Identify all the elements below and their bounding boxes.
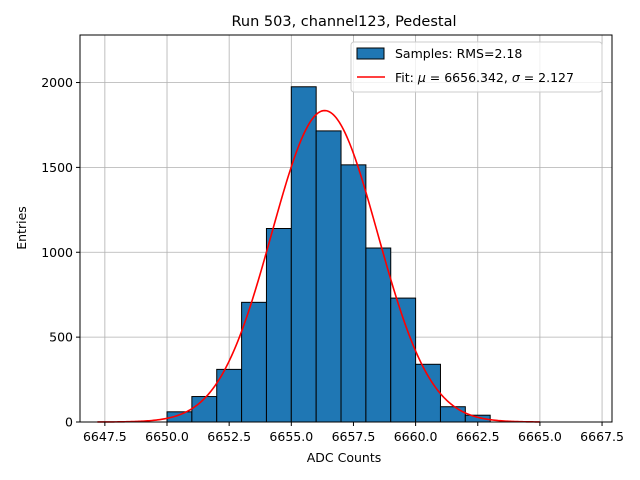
- legend-fit-sigma-symbol: σ: [512, 70, 521, 85]
- legend-box: [350, 41, 603, 93]
- legend-fit-sigma-text: = 2.127: [520, 70, 574, 85]
- histogram-bar: [340, 164, 367, 423]
- histogram-bar: [439, 406, 466, 423]
- histogram-bar: [365, 247, 392, 423]
- histogram-bar: [415, 363, 441, 423]
- legend: Samples: RMS=2.18 Fit: μ = 6656.342, σ =…: [350, 41, 603, 93]
- x-tick-label: 6655.0: [269, 429, 313, 444]
- legend-label-fit: Fit: μ = 6656.342, σ = 2.127: [395, 70, 574, 85]
- y-tick-label: 500: [49, 330, 73, 345]
- histogram-bar: [265, 228, 292, 423]
- fit-curve: [97, 109, 540, 423]
- histogram-bar: [315, 130, 342, 423]
- x-axis-ticks: 6647.5 6650.0 6652.5 6655.0 6657.5 6660.0 6662…: [83, 422, 624, 444]
- histogram-bar: [290, 86, 317, 423]
- histogram-bar: [191, 396, 218, 423]
- plot-frame: [79, 34, 613, 423]
- x-tick-label: 6667.5: [580, 429, 624, 444]
- y-tick-label: 1500: [41, 160, 73, 175]
- x-tick-label: 6657.5: [332, 429, 376, 444]
- fit-curve-group: [97, 109, 540, 423]
- x-tick-label: 6662.5: [456, 429, 500, 444]
- x-tick-label: 6660.0: [394, 429, 438, 444]
- legend-swatch-samples: [356, 47, 385, 60]
- x-tick-label: 6652.5: [207, 429, 251, 444]
- x-tick-label: 6647.5: [83, 429, 127, 444]
- y-axis-ticks: 0 500 1000 1500 2000: [41, 75, 80, 430]
- x-tick-label: 6665.0: [518, 429, 562, 444]
- legend-label-samples: Samples: RMS=2.18: [395, 46, 522, 61]
- y-tick-label: 1000: [41, 245, 73, 260]
- chart-title: Run 503, channel123, Pedestal: [231, 14, 456, 30]
- x-tick-label: 6650.0: [145, 429, 189, 444]
- legend-samples-rms: 2.18: [494, 46, 522, 61]
- legend-samples-prefix: Samples: RMS=: [395, 46, 494, 61]
- x-axis-label: ADC Counts: [307, 450, 382, 465]
- y-tick-label: 0: [65, 415, 73, 430]
- legend-fit-mu-text: = 6656.342,: [426, 70, 512, 85]
- y-axis-label: Entries: [14, 206, 29, 250]
- legend-fit-mu-symbol: μ: [417, 70, 426, 85]
- histogram-bar: [241, 301, 267, 423]
- y-tick-label: 2000: [41, 75, 73, 90]
- legend-fit-prefix: Fit:: [395, 70, 418, 85]
